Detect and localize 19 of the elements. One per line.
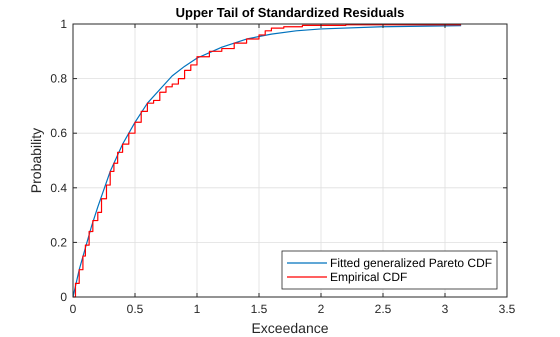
- x-tick-label: 2: [318, 302, 325, 316]
- y-tick-label: 1: [60, 17, 68, 31]
- y-axis-title: Probability: [28, 128, 44, 194]
- x-tick-label: 2.5: [374, 302, 392, 316]
- legend-label: Fitted generalized Pareto CDF: [330, 256, 492, 270]
- x-tick-label: 1.5: [250, 302, 268, 316]
- chart-title: Upper Tail of Standardized Residuals: [176, 5, 404, 20]
- y-tick-label: 0.2: [50, 235, 68, 250]
- x-tick-label: 1: [194, 302, 201, 316]
- x-tick-label: 0.5: [126, 302, 144, 316]
- legend-label: Empirical CDF: [330, 270, 408, 284]
- x-tick-label: 0: [70, 302, 77, 316]
- y-tick-label: 0.6: [50, 126, 68, 140]
- x-tick-label: 3.5: [498, 302, 516, 316]
- x-tick-label: 3: [442, 302, 449, 316]
- y-tick-label: 0.4: [50, 180, 68, 195]
- y-tick-label: 0.8: [50, 72, 68, 86]
- y-tick-label: 0: [60, 290, 68, 304]
- x-axis-title: Exceedance: [251, 320, 329, 336]
